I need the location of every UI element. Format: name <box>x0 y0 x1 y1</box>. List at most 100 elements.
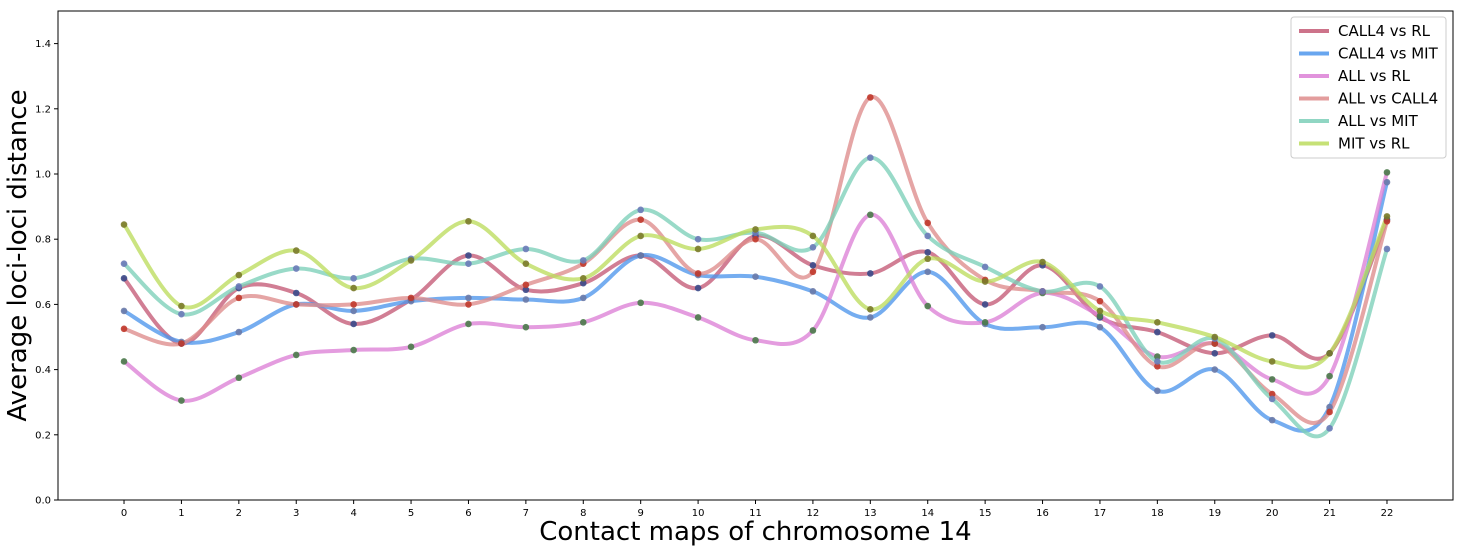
data-point-all-vs-mit <box>292 265 300 272</box>
data-point-all-vs-mit <box>637 206 644 214</box>
data-point-all-vs-call4 <box>178 340 185 347</box>
data-point-mit-vs-rl <box>579 275 587 282</box>
data-point-all-vs-mit <box>465 260 472 267</box>
data-point-all-vs-mit <box>809 244 817 251</box>
legend-label-call4-vs-rl: CALL4 vs RL <box>1338 22 1431 40</box>
data-point-mit-vs-rl <box>1211 333 1219 341</box>
data-point-call4-vs-rl <box>1268 332 1276 339</box>
y-axis-title: Average loci-loci distance <box>3 89 33 421</box>
x-tick-label: 4 <box>350 508 356 519</box>
x-tick-label: 1 <box>178 508 184 519</box>
data-point-call4-vs-rl <box>1211 350 1219 357</box>
data-point-call4-vs-rl <box>292 289 300 297</box>
y-tick-label: 1.4 <box>35 39 51 50</box>
data-point-all-vs-call4 <box>1326 408 1333 416</box>
data-point-mit-vs-rl <box>867 305 874 313</box>
marker-layer <box>120 94 1391 432</box>
data-point-mit-vs-rl <box>407 257 415 264</box>
data-point-mit-vs-rl <box>1039 258 1046 266</box>
legend-label-call4-vs-mit: CALL4 vs MIT <box>1338 45 1439 63</box>
data-point-all-vs-call4 <box>752 235 759 243</box>
data-point-all-vs-rl <box>1154 353 1161 360</box>
data-point-call4-vs-mit <box>1268 416 1276 424</box>
data-point-call4-vs-mit <box>809 288 817 295</box>
data-point-all-vs-mit <box>1326 424 1333 432</box>
x-tick-label: 3 <box>293 508 299 519</box>
data-point-all-vs-call4 <box>1211 340 1219 347</box>
y-tick-label: 0.0 <box>35 496 51 507</box>
data-point-all-vs-mit <box>120 260 128 267</box>
data-point-all-vs-mit <box>1268 395 1276 403</box>
data-point-call4-vs-rl <box>522 286 530 294</box>
data-point-all-vs-mit <box>235 283 243 290</box>
x-tick-label: 7 <box>523 508 529 519</box>
x-tick-label: 11 <box>749 508 762 519</box>
data-point-all-vs-rl <box>924 302 932 310</box>
data-point-mit-vs-rl <box>694 245 702 253</box>
data-point-call4-vs-mit <box>1096 323 1104 331</box>
x-tick-label: 5 <box>408 508 414 519</box>
data-point-all-vs-mit <box>350 275 357 282</box>
y-tick-label: 0.8 <box>35 235 51 246</box>
x-tick-label: 0 <box>121 508 127 519</box>
data-point-all-vs-mit <box>522 245 530 253</box>
data-point-all-vs-call4 <box>809 268 817 276</box>
data-point-all-vs-call4 <box>120 325 128 333</box>
data-point-all-vs-rl <box>981 319 989 326</box>
data-point-all-vs-rl <box>752 336 759 344</box>
data-point-all-vs-rl <box>1383 169 1391 176</box>
y-tick-label: 0.2 <box>35 430 51 441</box>
x-axis: 0 1 2 3 4 5 6 7 8 9 10 11 12 13 14 15 16 17 18 19 20 21 22 <box>121 500 1394 519</box>
data-point-all-vs-rl <box>1326 372 1333 380</box>
data-point-all-vs-call4 <box>637 216 644 223</box>
data-point-call4-vs-mit <box>522 296 530 303</box>
data-point-all-vs-mit <box>694 235 702 243</box>
data-point-all-vs-call4 <box>235 294 243 302</box>
legend-label-all-vs-rl: ALL vs RL <box>1338 67 1411 85</box>
x-tick-label: 18 <box>1151 508 1164 519</box>
data-point-all-vs-rl <box>1096 312 1104 320</box>
series-line-all-vs-rl <box>122 170 1389 403</box>
y-tick-label: 0.6 <box>35 300 51 311</box>
data-point-call4-vs-mit <box>1211 366 1219 373</box>
data-point-mit-vs-rl <box>981 278 989 285</box>
data-point-all-vs-call4 <box>867 94 874 101</box>
data-point-all-vs-call4 <box>350 301 357 308</box>
data-point-call4-vs-rl <box>867 270 874 277</box>
data-point-all-vs-call4 <box>1154 363 1161 370</box>
data-point-call4-vs-mit <box>579 294 587 302</box>
data-point-mit-vs-rl <box>235 271 243 279</box>
data-point-call4-vs-rl <box>694 284 702 292</box>
data-point-call4-vs-mit <box>1326 403 1333 411</box>
data-point-mit-vs-rl <box>522 260 530 267</box>
data-point-call4-vs-rl <box>120 275 128 282</box>
data-point-all-vs-mit <box>1039 288 1046 295</box>
data-point-all-vs-call4 <box>1268 390 1276 398</box>
data-point-mit-vs-rl <box>292 247 300 254</box>
data-point-mit-vs-rl <box>1096 307 1104 315</box>
data-point-all-vs-rl <box>1268 376 1276 383</box>
data-point-all-vs-rl <box>407 343 415 351</box>
data-point-all-vs-mit <box>867 154 874 161</box>
data-point-all-vs-mit <box>1383 245 1391 253</box>
data-point-call4-vs-rl <box>465 252 472 259</box>
data-point-all-vs-rl <box>465 320 472 328</box>
data-point-call4-vs-mit <box>867 314 874 321</box>
data-point-call4-vs-mit <box>1154 387 1161 395</box>
data-point-call4-vs-mit <box>235 328 243 336</box>
data-point-call4-vs-mit <box>1383 178 1391 186</box>
y-tick-label: 1.2 <box>35 104 51 115</box>
data-point-all-vs-mit <box>579 257 587 264</box>
x-tick-label: 22 <box>1381 508 1394 519</box>
x-tick-label: 19 <box>1208 508 1221 519</box>
x-tick-label: 2 <box>236 508 242 519</box>
data-point-call4-vs-mit <box>924 268 932 276</box>
series-layer <box>122 95 1389 439</box>
data-point-call4-vs-rl <box>809 261 817 269</box>
x-tick-label: 8 <box>580 508 586 519</box>
data-point-all-vs-call4 <box>407 294 415 302</box>
data-point-all-vs-rl <box>867 211 874 219</box>
data-point-mit-vs-rl <box>809 232 817 240</box>
data-point-call4-vs-rl <box>350 320 357 328</box>
data-point-call4-vs-mit <box>350 307 357 315</box>
